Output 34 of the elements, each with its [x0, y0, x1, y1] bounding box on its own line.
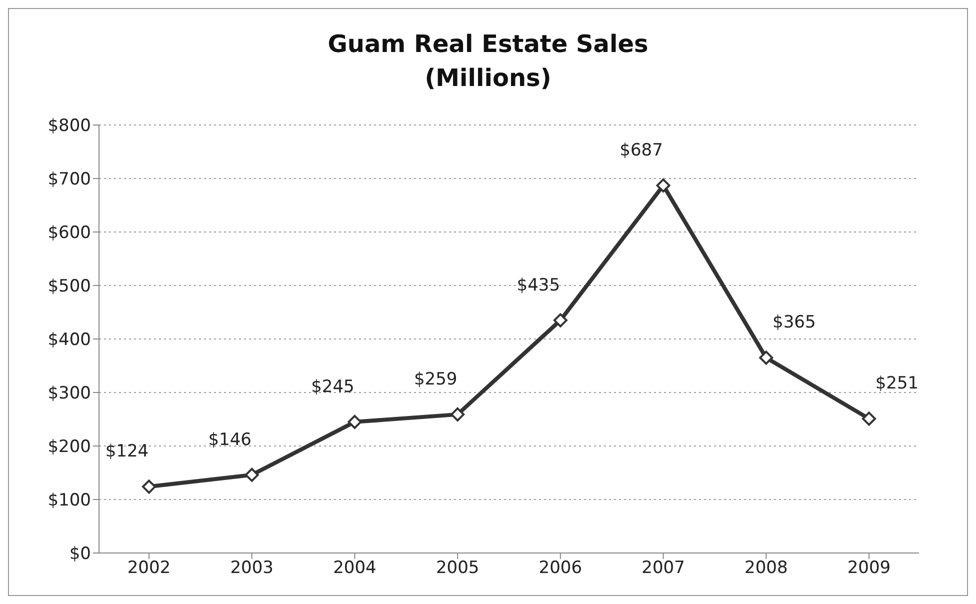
point: [142, 480, 156, 494]
data-label: $146: [208, 430, 252, 450]
data-label: $687: [620, 140, 663, 160]
data-label: $245: [311, 376, 354, 397]
x-tick-label: 2005: [436, 558, 480, 578]
data-label: $365: [772, 312, 816, 333]
x-tick-label: 2006: [538, 558, 582, 578]
point: [553, 313, 568, 328]
x-tick-label: 2008: [744, 558, 788, 578]
y-tick-label: $800: [48, 116, 91, 136]
data-label: $259: [414, 369, 458, 390]
data-label: $251: [875, 374, 919, 394]
x-tick-label: 2007: [642, 558, 685, 578]
point: [244, 468, 259, 482]
y-tick-label: $0: [69, 544, 91, 564]
y-tick-label: $200: [48, 437, 91, 458]
y-tick-label: $700: [48, 170, 91, 190]
y-tick-label: $300: [48, 384, 91, 404]
y-tick-label: $100: [48, 490, 91, 511]
x-tick-label: 2004: [333, 558, 376, 578]
chart-title: Guam Real Estate Sales (Millions): [326, 29, 650, 94]
y-tick-label: $500: [48, 276, 91, 297]
point: [656, 178, 670, 192]
point: [450, 407, 465, 422]
y-tick-label: $600: [48, 223, 91, 244]
point: [348, 414, 362, 429]
y-tick-label: $400: [48, 330, 91, 350]
x-tick-label: 2002: [127, 558, 171, 578]
x-tick-label: 2009: [847, 558, 891, 578]
x-tick-label: 2003: [230, 558, 274, 578]
point: [759, 350, 774, 365]
data-label: $435: [516, 275, 560, 296]
data-label: $124: [105, 442, 149, 462]
point: [862, 412, 876, 426]
